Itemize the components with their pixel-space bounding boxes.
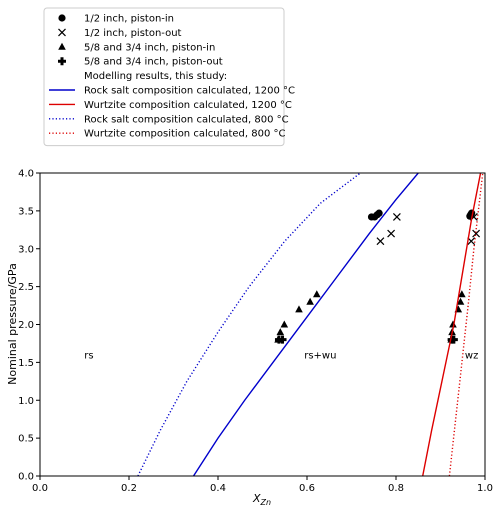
legend-entry: 1/2 inch, piston-out [58,28,182,39]
x-tick-label: 0.0 [32,483,48,494]
data-point-x [472,229,481,238]
legend-label: 1/2 inch, piston-out [84,28,182,39]
legend-marker-plus [58,57,66,66]
data-point-triangle [295,305,303,313]
y-tick-label: 0.5 [18,434,34,445]
axes: 0.0 0.2 0.4 0.6 0.8 1.0 0.0 0.5 1.0 1.5 2.0 2.5 3.0 3… [18,169,493,495]
x-tick-label: 0.4 [210,483,226,494]
y-tick-label: 4.0 [18,169,34,180]
legend-entry: Rock salt composition calculated, 1200 °… [49,86,295,97]
data-point-triangle [449,320,457,328]
series-line-5 [192,173,419,476]
y-tick-label: 3.0 [18,244,34,255]
legend-label: 5/8 and 3/4 inch, piston-in [84,42,215,53]
data-point-triangle [280,320,289,328]
data-point-circle [375,209,383,217]
legend-entry: Rock salt composition calculated, 800 °C [49,114,289,125]
series-line-6 [422,173,482,476]
legend-label: 5/8 and 3/4 inch, piston-out [84,57,223,68]
x-tick-label: 0.6 [299,483,315,494]
legend-marker-x [58,28,66,37]
legend-label: Wurtzite composition calculated, 800 °C [84,129,286,140]
data-point-triangle [312,290,321,298]
data-point-plus [449,335,458,344]
legend-label: Rock salt composition calculated, 800 °C [84,114,289,125]
legend-entry: 5/8 and 3/4 inch, piston-in [58,42,215,53]
y-tick-label: 1.5 [18,358,34,369]
legend-marker-circle [58,14,66,22]
region-label-rs: rs [84,351,93,362]
y-tick-label: 1.0 [18,396,34,407]
legend-label: Wurtzite composition calculated, 1200 °C [84,100,292,111]
region-label-wz: wz [465,351,478,362]
x-axis-label: XZn [252,492,271,507]
data-point-triangle [276,328,285,336]
legend-label: Rock salt composition calculated, 1200 °… [84,86,295,97]
legend-entry: Modelling results, this study: [84,71,227,82]
y-tick-label: 0.0 [18,472,34,483]
y-tick-label: 2.0 [18,320,34,331]
legend-box [43,7,285,147]
plot-area: rs rs+wu wz [84,173,484,476]
y-tick-label: 3.5 [18,206,34,217]
legend-label: Modelling results, this study: [84,71,227,82]
data-point-plus [278,335,287,344]
y-tick-label: 2.5 [18,282,34,293]
data-point-triangle [306,297,314,305]
plot-frame [39,172,486,477]
legend-entry: Wurtzite composition calculated, 1200 °C [49,100,292,111]
data-point-x [392,213,401,221]
x-axis-label-sub: Zn [259,498,271,507]
x-tick-label: 1.0 [477,483,493,494]
y-axis-label: Nominal pressure/GPa [6,263,19,385]
series-line-7 [137,173,361,476]
data-point-triangle [456,297,465,305]
legend: 1/2 inch, piston-in 1/2 inch, piston-out 5… [43,7,295,147]
legend-marker-triangle [58,42,66,50]
data-point-x [376,237,385,246]
region-label-rs-wu: rs+wu [304,351,336,362]
legend-label: 1/2 inch, piston-in [84,14,174,25]
legend-entry: Wurtzite composition calculated, 800 °C [49,129,286,140]
data-point-triangle [458,290,466,298]
x-axis-label-main: X [252,492,261,505]
x-tick-label: 0.8 [388,483,404,494]
legend-entry: 1/2 inch, piston-in [58,14,174,25]
legend-entry: 5/8 and 3/4 inch, piston-out [58,57,223,68]
data-point-x [387,229,396,238]
x-tick-label: 0.2 [121,483,137,494]
